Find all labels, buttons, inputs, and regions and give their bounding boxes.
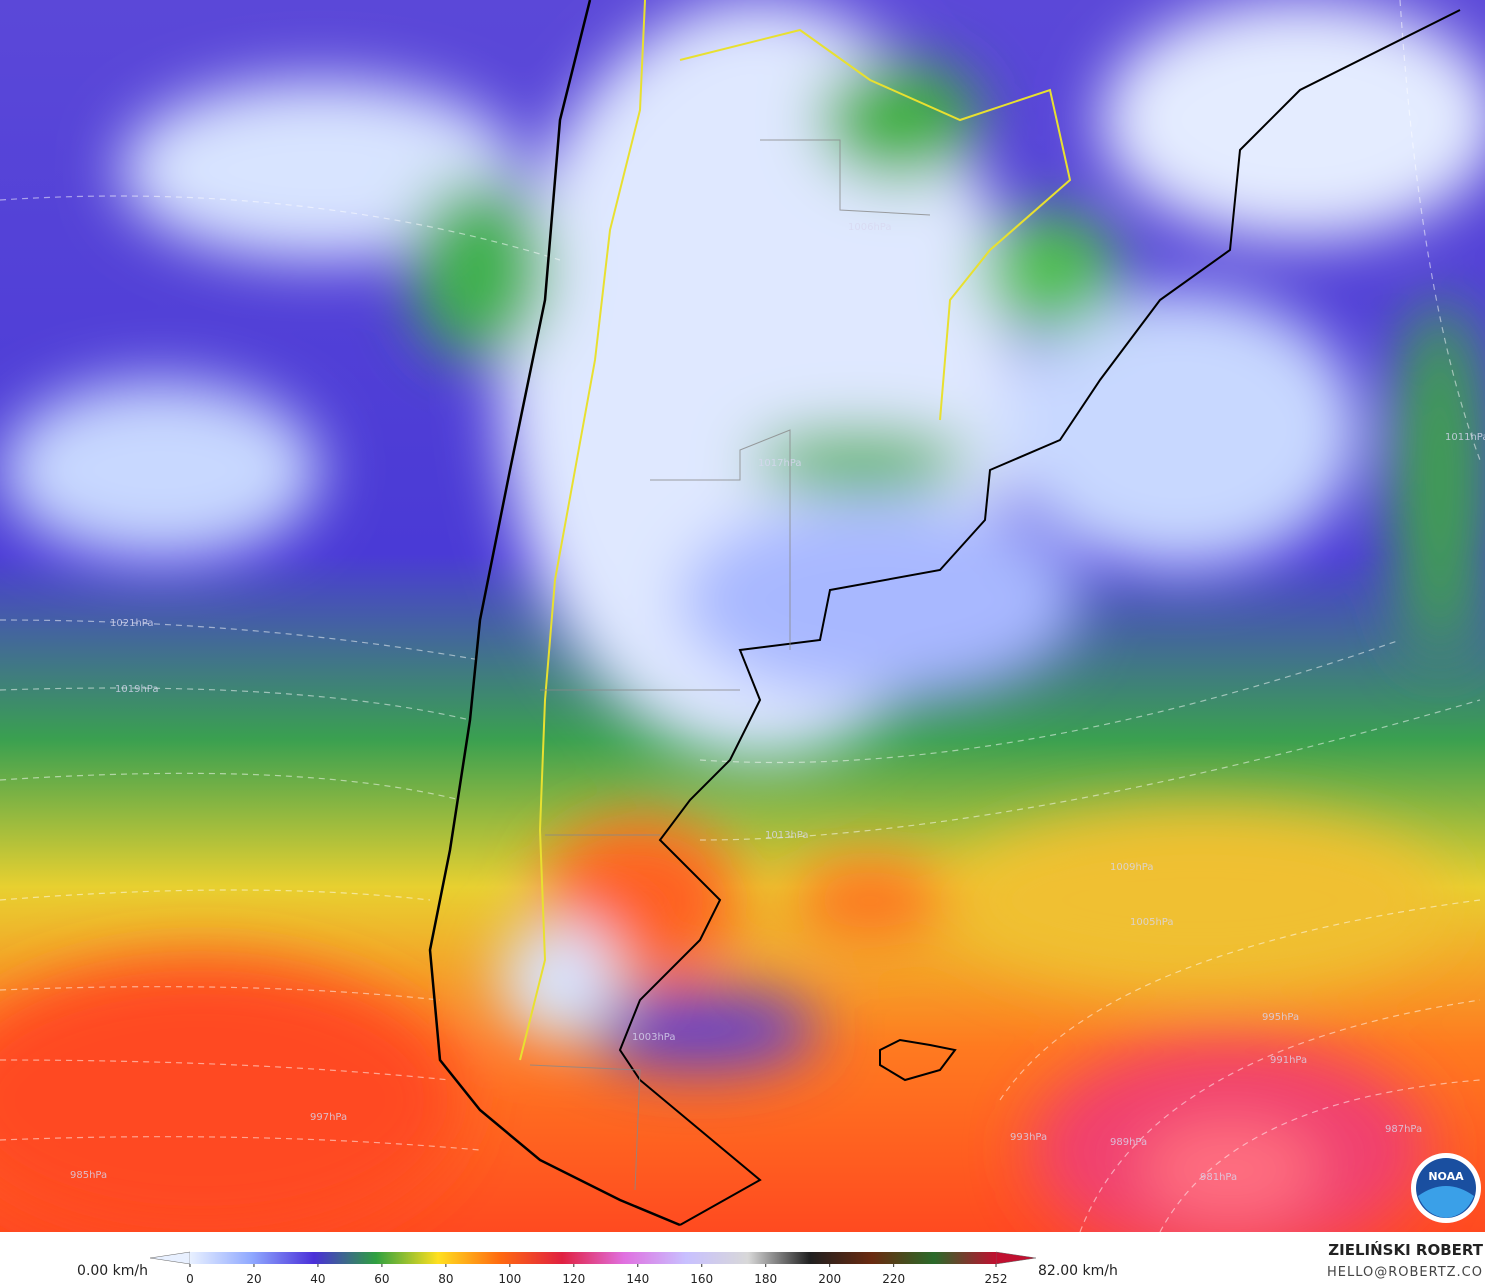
colorbar-tick-label: 160 xyxy=(690,1272,713,1286)
pressure-label: 991hPa xyxy=(1270,1055,1307,1066)
pressure-label: 987hPa xyxy=(1385,1124,1422,1135)
pressure-label: 1017hPa xyxy=(758,458,802,469)
pressure-label: 1019hPa xyxy=(115,684,159,695)
email: HELLO@ROBERTZ.CO xyxy=(1327,1265,1483,1280)
colorbar-tick-label: 200 xyxy=(818,1272,841,1286)
pressure-label: 1013hPa xyxy=(765,830,809,841)
colorbar-tick-label: 60 xyxy=(374,1272,389,1286)
colorbar-tick-label: 140 xyxy=(626,1272,649,1286)
pressure-label: 981hPa xyxy=(1200,1172,1237,1183)
logo-text: NOAA xyxy=(1428,1170,1464,1183)
colorbar-tick-label: 40 xyxy=(310,1272,325,1286)
colorbar-tick-label: 20 xyxy=(246,1272,261,1286)
pressure-label: 993hPa xyxy=(1010,1132,1047,1143)
noaa-logo: NOAA xyxy=(1411,1153,1481,1223)
pressure-label: 1011hPa xyxy=(1445,432,1485,443)
colorbar-ramp xyxy=(190,1252,996,1264)
colorbar-tick-label: 80 xyxy=(438,1272,453,1286)
colorbar-tick-label: 180 xyxy=(754,1272,777,1286)
pressure-label: 1006hPa xyxy=(848,222,892,233)
map xyxy=(0,0,1485,1260)
colorbar-tick-label: 120 xyxy=(562,1272,585,1286)
colorbar-tick-label: 0 xyxy=(186,1272,194,1286)
colorbar-tick-label: 100 xyxy=(498,1272,521,1286)
pressure-label: 1003hPa xyxy=(632,1032,676,1043)
pressure-label: 1009hPa xyxy=(1110,862,1154,873)
pressure-label: 995hPa xyxy=(1262,1012,1299,1023)
colorbar-min-label: 0.00 km/h xyxy=(77,1263,148,1279)
pressure-label: 989hPa xyxy=(1110,1137,1147,1148)
pressure-label: 985hPa xyxy=(70,1170,107,1181)
colorbar-max-label: 82.00 km/h xyxy=(1038,1263,1118,1279)
pressure-label: 1021hPa xyxy=(110,618,154,629)
colorbar: 0 20 40 60 80 100 120 140 160 180 200 220 252 xyxy=(149,1251,1037,1286)
pressure-label: 997hPa xyxy=(310,1112,347,1123)
pressure-label: 1005hPa xyxy=(1130,917,1174,928)
colorbar-tick-label: 220 xyxy=(882,1272,905,1286)
colorbar-tick-label: 252 xyxy=(985,1272,1008,1286)
pressure-labels: 1021hPa 1019hPa 1017hPa 1013hPa 1011hPa 1009h… xyxy=(70,222,1485,1183)
author: ZIELIŃSKI ROBERT xyxy=(1328,1240,1483,1259)
